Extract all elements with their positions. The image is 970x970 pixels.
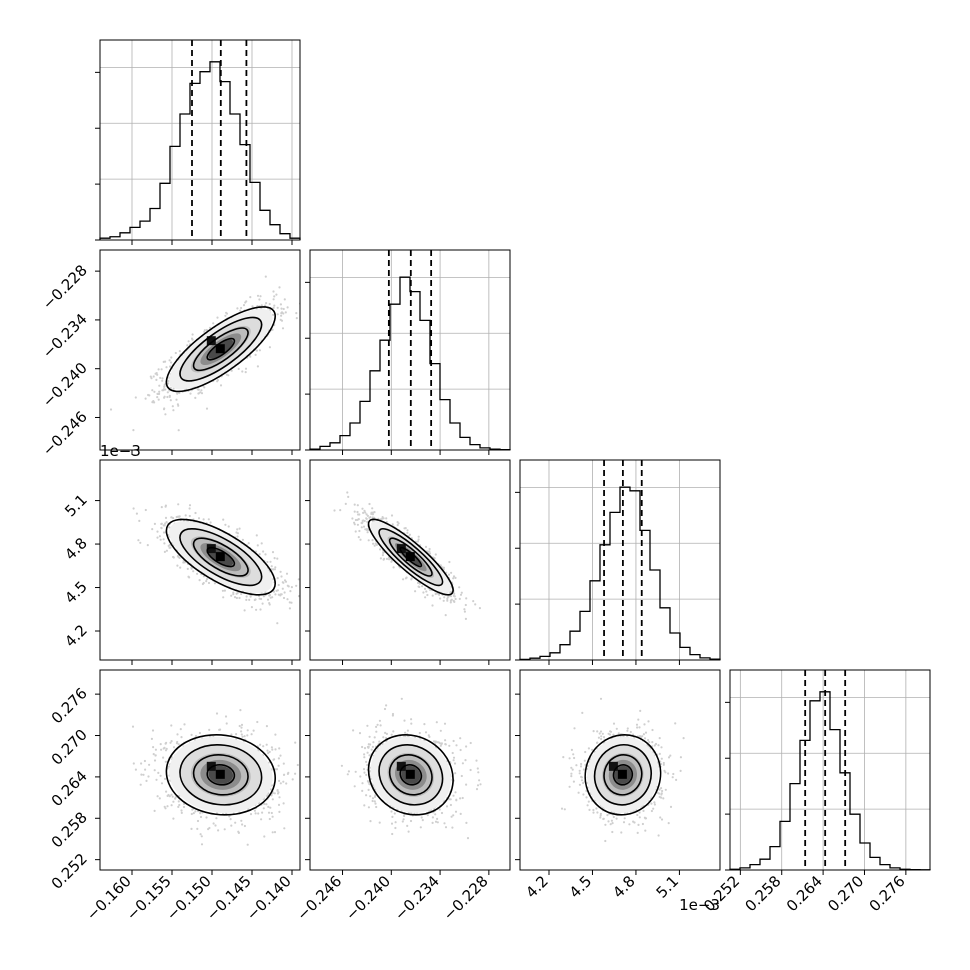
panel-3-1 <box>305 669 511 875</box>
y-tick-label: 4.8 <box>61 534 91 564</box>
panel-2-1 <box>305 459 511 665</box>
density-peak <box>206 544 216 554</box>
x-tick-label: 4.8 <box>609 872 639 902</box>
x-tick-label: 0.276 <box>866 872 909 915</box>
y-tick-label: −0.228 <box>39 261 91 313</box>
x-tick-label: 4.2 <box>522 872 552 902</box>
panel-3-0 <box>95 669 301 875</box>
density-peak <box>608 761 618 771</box>
y-tick-label: −0.246 <box>39 408 91 460</box>
axes-frame <box>309 669 511 871</box>
contour-2 <box>179 528 263 587</box>
contour-0 <box>612 764 634 786</box>
contour-0 <box>206 546 236 568</box>
contour-2 <box>179 316 263 382</box>
density-peak <box>617 769 627 779</box>
x-tick-label: −0.228 <box>440 872 492 924</box>
y-tick-label: 0.270 <box>48 726 91 769</box>
contour-1 <box>192 754 249 796</box>
x-tick-label: 0.264 <box>783 872 826 915</box>
panel-content <box>560 697 685 843</box>
density-peak <box>405 552 415 562</box>
contour-1 <box>603 754 643 796</box>
hist-panel-1 <box>305 249 511 455</box>
axes-frame <box>729 669 931 871</box>
contour-0 <box>206 337 236 361</box>
panel-content <box>131 709 299 846</box>
contour-0 <box>206 764 236 786</box>
density-peak <box>215 552 225 562</box>
panel-2-0 <box>95 459 301 665</box>
axes-frame <box>309 459 511 661</box>
contour-2 <box>593 744 652 806</box>
density-peak <box>215 344 225 354</box>
contour-1 <box>388 754 433 796</box>
y-tick-label: 0.252 <box>48 850 91 893</box>
y-tick-label: −0.240 <box>39 359 91 411</box>
hist-panel-3 <box>725 669 931 875</box>
axes-frame <box>519 459 721 661</box>
axes-frame <box>519 669 721 871</box>
contour-1 <box>388 537 433 577</box>
y-tick-label: 5.1 <box>61 491 91 521</box>
y-tick-label: 0.258 <box>48 808 91 851</box>
y-tick-label: 4.5 <box>61 578 91 608</box>
contour-2 <box>378 528 444 587</box>
contour-3 <box>367 518 454 596</box>
density-peak <box>405 769 415 779</box>
axes-frame <box>99 459 301 661</box>
axes-frame <box>99 249 301 451</box>
density-peak <box>206 336 216 346</box>
contour-3 <box>165 734 276 816</box>
hist-panel-0 <box>95 39 301 245</box>
x-tick-label: 0.258 <box>741 872 784 915</box>
histogram-0 <box>99 61 301 240</box>
y-tick-label: −0.234 <box>39 310 91 362</box>
x-tick-label: 0.270 <box>824 872 867 915</box>
contour-3 <box>584 734 662 816</box>
contour-0 <box>399 764 423 786</box>
panel-content <box>109 275 300 432</box>
axes-frame <box>99 669 301 871</box>
x-offset-label: 1e−3 <box>679 896 720 914</box>
contour-1 <box>192 327 249 372</box>
hist-panel-2 <box>515 459 721 665</box>
x-tick-label: −0.140 <box>243 872 295 924</box>
histogram-2 <box>519 486 721 661</box>
y-offset-label: 1e−3 <box>100 442 141 460</box>
density-peak <box>396 761 406 771</box>
density-peak <box>396 544 406 554</box>
contour-3 <box>367 734 454 816</box>
y-tick-label: 0.276 <box>48 684 91 727</box>
contour-3 <box>165 518 277 596</box>
panel-3-2 <box>515 669 721 875</box>
contour-3 <box>165 306 277 393</box>
y-tick-label: 4.2 <box>61 621 91 651</box>
panel-content <box>333 491 482 620</box>
panel-content <box>132 503 300 625</box>
contour-0 <box>399 546 423 568</box>
x-tick-label: 4.5 <box>566 872 596 902</box>
x-tick-label: −0.234 <box>391 872 443 924</box>
x-tick-label: 5.1 <box>653 872 683 902</box>
density-peak <box>215 769 225 779</box>
panel-1-0 <box>95 249 301 455</box>
panel-content <box>340 697 482 840</box>
contour-1 <box>192 537 249 577</box>
contour-2 <box>179 744 263 806</box>
axes-frame <box>99 39 301 241</box>
x-tick-label: −0.246 <box>293 872 345 924</box>
x-tick-label: −0.240 <box>342 872 394 924</box>
y-tick-label: 0.264 <box>48 767 91 810</box>
contour-2 <box>378 744 444 806</box>
axes-frame <box>309 249 511 451</box>
histogram-3 <box>729 691 931 871</box>
